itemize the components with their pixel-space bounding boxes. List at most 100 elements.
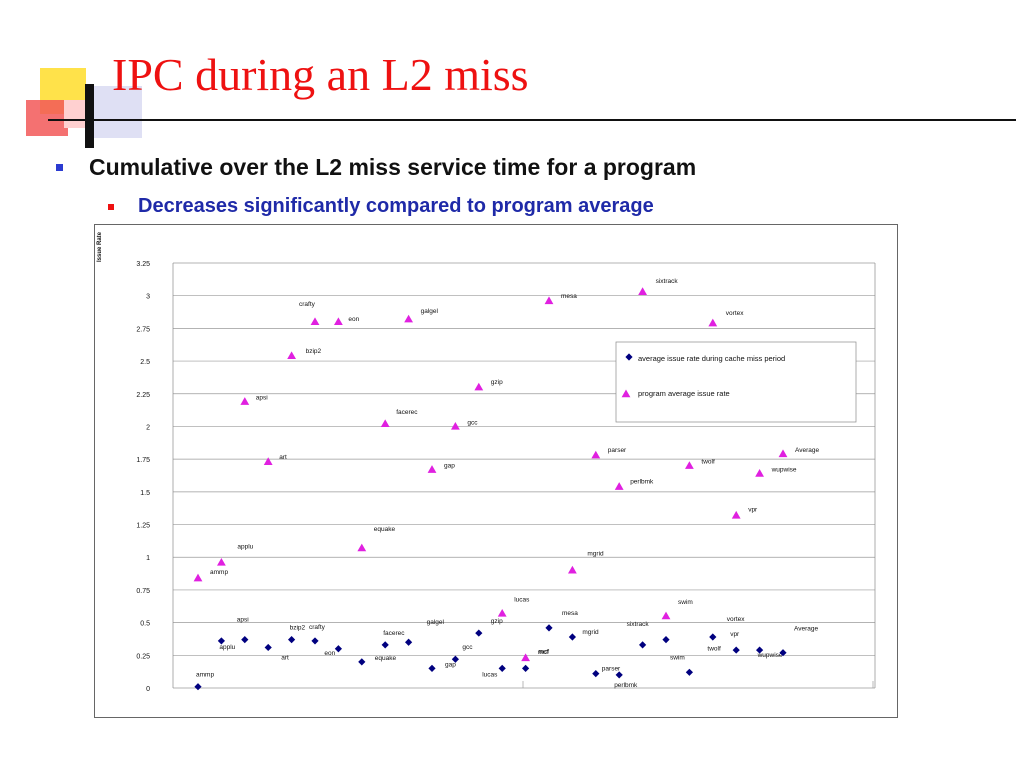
data-label: art bbox=[281, 654, 289, 661]
decor-blue-square bbox=[92, 86, 142, 138]
data-label: gap bbox=[444, 463, 455, 470]
data-label: bzip2 bbox=[290, 625, 306, 632]
data-label: perlbmk bbox=[630, 479, 654, 486]
triangle-point bbox=[708, 318, 718, 327]
y-tick-label: 1.5 bbox=[140, 490, 150, 497]
data-label: gzip bbox=[491, 618, 503, 625]
y-tick-label: 0.5 bbox=[140, 621, 150, 628]
triangle-point bbox=[193, 573, 203, 582]
triangle-point bbox=[310, 317, 320, 326]
bullet-text: Cumulative over the L2 miss service time… bbox=[89, 154, 697, 180]
triangle-point bbox=[568, 565, 577, 574]
y-tick-label: 1.25 bbox=[136, 523, 150, 530]
data-label: facerec bbox=[396, 409, 418, 416]
diamond-point bbox=[194, 683, 202, 691]
data-label: parser bbox=[608, 447, 627, 454]
diamond-point bbox=[545, 624, 553, 632]
triangle-point bbox=[755, 469, 764, 477]
diamond-point bbox=[334, 645, 342, 653]
y-tick-label: 2 bbox=[146, 424, 150, 431]
diamond-point bbox=[756, 646, 764, 654]
triangle-point bbox=[497, 608, 507, 617]
data-label: mcf bbox=[539, 648, 550, 655]
diamond-point bbox=[288, 636, 296, 644]
bullet-level-2: Decreases significantly compared to prog… bbox=[108, 195, 654, 218]
data-label: mgrid bbox=[582, 629, 599, 636]
data-label: bzip2 bbox=[306, 348, 322, 355]
data-label: mesa bbox=[561, 293, 577, 300]
data-label: gap bbox=[445, 661, 456, 668]
data-label: facerec bbox=[383, 630, 405, 637]
data-label: Average bbox=[795, 447, 819, 454]
data-label: twolf bbox=[707, 645, 721, 652]
triangle-point bbox=[357, 543, 367, 552]
diamond-point bbox=[685, 668, 693, 676]
data-label: apsi bbox=[256, 395, 268, 402]
data-label: wupwise bbox=[771, 467, 797, 474]
triangle-point bbox=[614, 482, 624, 490]
data-label: sixtrack bbox=[656, 278, 679, 285]
data-label: gcc bbox=[467, 419, 478, 426]
triangle-point bbox=[451, 421, 460, 430]
decor-vertical-bar bbox=[85, 84, 94, 148]
data-label: wupwise bbox=[757, 652, 783, 659]
triangle-point bbox=[263, 457, 273, 465]
square-bullet-icon bbox=[56, 164, 63, 171]
y-tick-label: 3.25 bbox=[136, 261, 150, 268]
triangle-point bbox=[591, 450, 601, 459]
data-label: parser bbox=[602, 666, 621, 673]
diamond-point bbox=[381, 641, 389, 649]
data-label: perlbmk bbox=[614, 682, 638, 689]
diamond-point bbox=[358, 658, 366, 666]
y-axis-label: Issue Rate bbox=[97, 231, 103, 262]
data-label: equake bbox=[375, 655, 397, 662]
chart-legend bbox=[615, 341, 857, 423]
data-label: mgrid bbox=[587, 550, 604, 557]
data-label: vpr bbox=[730, 631, 740, 638]
triangle-point bbox=[380, 419, 390, 428]
triangle-point bbox=[217, 557, 226, 566]
data-label: crafty bbox=[309, 624, 326, 631]
data-label: applu bbox=[219, 644, 235, 651]
triangle-point bbox=[731, 510, 741, 519]
data-label: apsi bbox=[237, 617, 249, 624]
data-label: lucas bbox=[482, 671, 498, 678]
decor-red-square bbox=[26, 100, 68, 136]
diamond-point bbox=[241, 636, 249, 644]
sub-bullet-text: Decreases significantly compared to prog… bbox=[138, 195, 654, 217]
data-label: art bbox=[279, 454, 287, 461]
data-label: crafty bbox=[299, 301, 316, 308]
triangle-point bbox=[661, 611, 671, 620]
chart-frame: 0 0.25 0.5 0.75 1 1.25 1.5 1.75 2 2.25 2.5 2.75 3 3.2… bbox=[94, 224, 898, 718]
data-label: swim bbox=[678, 599, 693, 606]
data-label: eon bbox=[324, 650, 335, 657]
slide-title: IPC during an L2 miss bbox=[112, 49, 529, 100]
data-label: applu bbox=[237, 543, 253, 550]
triangle-point bbox=[334, 317, 343, 326]
triangle-point bbox=[778, 449, 788, 458]
diamond-point bbox=[405, 638, 413, 646]
data-label: mcf bbox=[538, 649, 549, 656]
legend-label: average issue rate during cache miss per… bbox=[638, 354, 785, 363]
y-tick-label: 3 bbox=[146, 294, 150, 301]
triangle-point bbox=[638, 287, 647, 295]
triangle-point bbox=[240, 397, 250, 405]
data-label: equake bbox=[374, 526, 396, 533]
diamond-point bbox=[264, 643, 272, 652]
y-tick-label: 0 bbox=[146, 686, 150, 693]
data-label: eon bbox=[348, 316, 359, 323]
data-label: Average bbox=[794, 626, 818, 633]
diamond-point bbox=[475, 629, 483, 637]
data-label: vortex bbox=[726, 310, 744, 317]
data-label: galgel bbox=[421, 308, 439, 315]
diamond-point bbox=[498, 664, 506, 672]
diamond-point bbox=[217, 637, 225, 645]
triangle-point bbox=[287, 351, 296, 360]
data-label: sixtrack bbox=[627, 621, 650, 628]
diamond-point bbox=[779, 649, 787, 657]
data-label: vortex bbox=[727, 616, 745, 623]
data-label: ammp bbox=[196, 672, 214, 679]
title-underline bbox=[48, 119, 1016, 121]
y-tick-label: 1 bbox=[146, 555, 150, 562]
triangle-point bbox=[427, 465, 437, 473]
